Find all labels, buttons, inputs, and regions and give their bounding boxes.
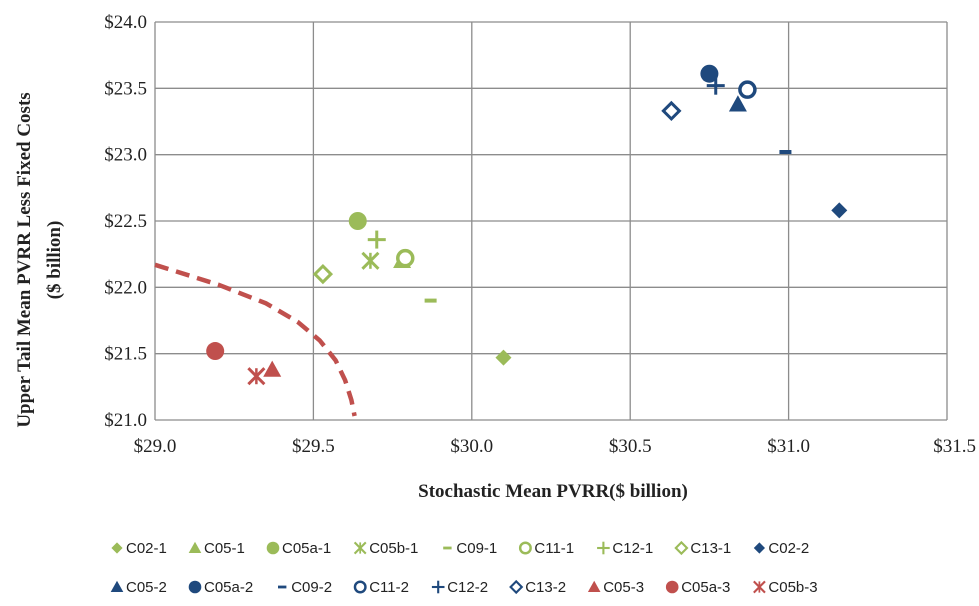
data-points-layer [206,64,848,386]
data-point-C13-1 [312,263,334,285]
data-point-C05-2 [728,95,747,112]
legend-label: C12-2 [447,579,488,596]
legend-item-C12-1: C12-1 [597,540,653,557]
legend-label: C05b-1 [369,540,418,557]
legend-item-C05-1: C05-1 [188,540,245,557]
legend-item-C11-1: C11-1 [518,540,574,557]
legend-item-C12-2: C12-2 [431,579,488,596]
legend-label: C05b-3 [768,579,817,596]
data-point-C05b-3 [247,367,266,386]
legend-label: C05-3 [603,579,644,596]
legend-label: C05a-3 [681,579,730,596]
legend-item-C02-1: C02-1 [111,540,167,557]
grid-layer [154,21,948,421]
y-tick-label: $23.5 [104,78,147,99]
legend-label: C09-2 [291,579,332,596]
legend-item-C13-2: C13-2 [509,579,566,596]
data-point-C11-2 [738,80,757,99]
x-tick-label: $29.0 [134,436,177,457]
frontier-curve-layer [154,262,357,417]
x-tick-label: $30.0 [450,436,493,457]
frontier-curve [154,262,357,417]
y-tick-label: $21.0 [104,410,147,431]
data-point-C05a-3 [206,342,225,361]
x-tick-labels: $29.0 $29.5 $30.0 $30.5 $31.0 $31.5 [134,436,976,457]
legend-item-C11-2: C11-2 [353,579,409,596]
y-axis-title-line2: ($ billion) [44,221,65,300]
legend-label: C11-2 [369,579,409,596]
y-axis-title-line1: Upper Tail Mean PVRR Less Fixed Costs [14,92,35,427]
legend-item-C05a-2: C05a-2 [188,579,253,596]
legend-item-C05b-3: C05b-3 [753,579,818,596]
data-point-C13-2 [661,100,682,122]
x-tick-label: $30.5 [609,436,652,457]
data-point-C02-2 [831,202,848,219]
data-point-C05b-1 [361,251,380,270]
data-point-C11-1 [396,248,415,268]
data-point-C05a-1 [348,212,367,230]
y-tick-label: $21.5 [104,344,147,365]
legend-label: C13-1 [690,540,731,557]
y-tick-label: $24.0 [104,12,147,33]
y-tick-label: $22.0 [104,277,147,298]
legend-label: C05-1 [204,540,245,557]
legend-item-C05b-1: C05b-1 [353,540,418,557]
legend-item-C13-1: C13-1 [674,540,731,557]
x-tick-label: $29.5 [292,436,335,457]
legend-label: C05a-2 [204,579,253,596]
legend-item-C05a-1: C05a-1 [266,540,331,557]
legend-label: C05-2 [126,579,167,596]
data-point-C05a-2 [700,64,719,83]
data-point-C05-3 [263,360,282,377]
x-tick-label: $31.0 [767,436,810,457]
x-axis-title: Stochastic Mean PVRR($ billion) [418,481,688,502]
legend-label: C11-1 [534,540,574,557]
y-tick-labels: $21.0 $21.5 $22.0 $22.5 $23.0 $23.5 $24.0 [104,12,147,431]
legend-item-C09-1: C09-1 [443,540,497,557]
legend-item-C05a-3: C05a-3 [665,579,730,596]
legend-label: C02-2 [768,540,809,557]
data-point-C12-1 [367,230,386,249]
legend-item-C09-2: C09-2 [278,579,332,596]
legend-item-C05-2: C05-2 [110,579,167,596]
legend-label: C02-1 [126,540,167,557]
legend-label: C12-1 [612,540,653,557]
y-axis-title-group: Upper Tail Mean PVRR Less Fixed Costs ($… [14,92,65,427]
data-point-C02-1 [495,349,512,366]
legend: C02-1 C05-1 C05a-1 C05b-1 C09-1 C11-1 C12-1 C13… [110,540,818,596]
legend-label: C09-1 [456,540,497,557]
legend-label: C13-2 [525,579,566,596]
y-tick-label: $23.0 [104,145,147,166]
x-tick-label: $31.5 [933,436,976,457]
y-tick-label: $22.5 [104,211,147,232]
legend-item-C05-3: C05-3 [587,579,644,596]
legend-label: C05a-1 [282,540,331,557]
legend-item-C02-2: C02-2 [753,540,809,557]
data-point-C12-2 [706,76,725,95]
